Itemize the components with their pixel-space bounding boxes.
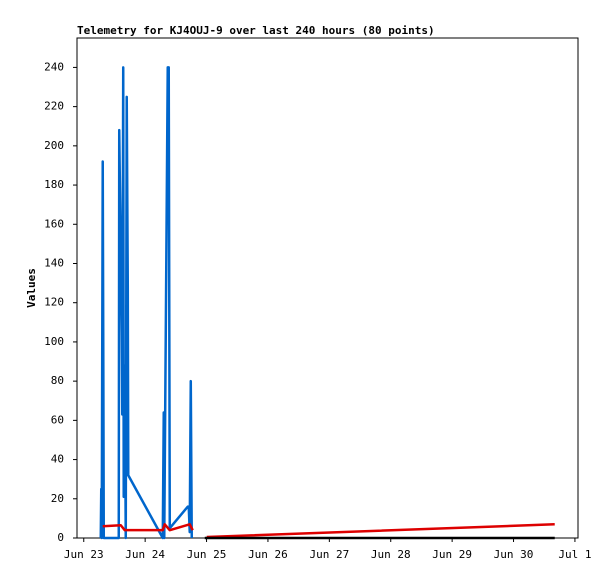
y-tick-label: 40 — [51, 453, 64, 466]
y-tick-label: 120 — [44, 296, 64, 309]
x-tick-label: Jun 26 — [248, 548, 288, 561]
series-line — [99, 66, 193, 540]
chart-title: Telemetry for KJ4OUJ-9 over last 240 hou… — [77, 24, 435, 37]
x-tick-label: Jun 30 — [494, 548, 534, 561]
series-line — [102, 523, 555, 539]
y-tick-label: 220 — [44, 100, 64, 113]
x-tick-label: Jun 24 — [125, 548, 165, 561]
x-tick-label: Jun 25 — [187, 548, 227, 561]
y-tick-label: 200 — [44, 139, 64, 152]
y-tick-label: 240 — [44, 60, 64, 73]
y-tick-label: 60 — [51, 413, 64, 426]
y-tick-label: 0 — [57, 531, 64, 544]
x-tick-label: Jun 29 — [432, 548, 472, 561]
x-tick-label: Jul 1 — [558, 548, 591, 561]
y-tick-label: 20 — [51, 492, 64, 505]
y-tick-label: 100 — [44, 335, 64, 348]
plot-frame — [76, 37, 579, 539]
x-tick-label: Jun 27 — [309, 548, 349, 561]
y-tick-label: 140 — [44, 256, 64, 269]
y-tick-label: 80 — [51, 374, 64, 387]
y-tick-label: 180 — [44, 178, 64, 191]
y-axis-label: Values — [25, 268, 38, 308]
x-tick-label: Jun 23 — [64, 548, 104, 561]
y-tick-label: 160 — [44, 217, 64, 230]
x-tick-label: Jun 28 — [371, 548, 411, 561]
